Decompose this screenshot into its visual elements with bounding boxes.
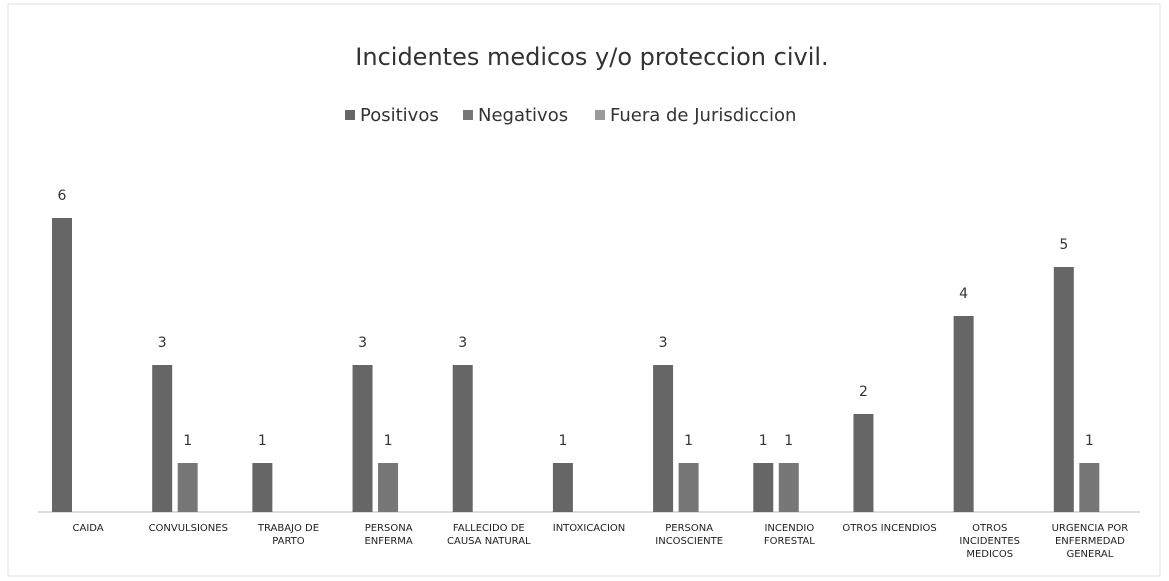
- data-label: 3: [358, 335, 367, 351]
- data-label: 3: [659, 335, 668, 351]
- x-tick-label: OTROS INCIDENTES MEDICOS: [959, 523, 1021, 560]
- data-label: 3: [158, 335, 167, 351]
- legend-label: Positivos: [360, 105, 439, 126]
- x-tick-label: CONVULSIONES: [148, 523, 228, 534]
- bar: [452, 365, 473, 512]
- x-tick-label: PERSONA INCOSCIENTE: [655, 523, 724, 547]
- legend-swatch: [595, 110, 605, 120]
- bar: [152, 365, 173, 512]
- x-tick-label: CAIDA: [72, 523, 104, 534]
- data-label: 3: [458, 335, 467, 351]
- data-label: 1: [784, 433, 793, 449]
- bar: [252, 463, 273, 512]
- x-tick-label: INCENDIO FORESTAL: [763, 523, 815, 547]
- bar: [552, 463, 573, 512]
- data-label: 1: [384, 433, 393, 449]
- x-tick-label: URGENCIA POR ENFERMEDAD GENERAL: [1051, 523, 1129, 560]
- data-label: 5: [1059, 237, 1068, 253]
- bar: [52, 218, 72, 512]
- bar: [352, 365, 373, 512]
- x-tick-label: FALLECIDO DE CAUSA NATURAL: [447, 523, 531, 547]
- legend-label: Fuera de Jurisdiccion: [610, 105, 796, 126]
- chart-frame: [7, 3, 1161, 577]
- data-label: 1: [558, 433, 567, 449]
- chart-title: Incidentes medicos y/o proteccion civil.: [355, 43, 828, 71]
- data-label: 1: [258, 433, 267, 449]
- data-label: 1: [759, 433, 768, 449]
- bar: [853, 414, 874, 512]
- data-label: 1: [1085, 433, 1094, 449]
- x-tick-label: TRABAJO DE PARTO: [257, 523, 320, 547]
- bar: [678, 463, 699, 512]
- data-label: 4: [959, 286, 968, 302]
- data-label: 2: [859, 384, 868, 400]
- bar: [778, 463, 799, 512]
- legend-swatch: [463, 110, 473, 120]
- data-label: 1: [684, 433, 693, 449]
- legend-swatch: [345, 110, 355, 120]
- bar: [177, 463, 198, 512]
- legend-label: Negativos: [478, 105, 568, 126]
- x-tick-label: INTOXICACION: [552, 523, 626, 534]
- data-label: 6: [58, 188, 67, 204]
- x-tick-label: PERSONA ENFERMA: [364, 523, 413, 547]
- bar: [1079, 463, 1100, 512]
- bar: [753, 463, 774, 512]
- bar: [653, 365, 674, 512]
- x-tick-label: OTROS INCENDIOS: [842, 523, 937, 534]
- bar: [1053, 267, 1074, 512]
- bar: [953, 316, 974, 512]
- bar: [378, 463, 399, 512]
- data-label: 1: [183, 433, 192, 449]
